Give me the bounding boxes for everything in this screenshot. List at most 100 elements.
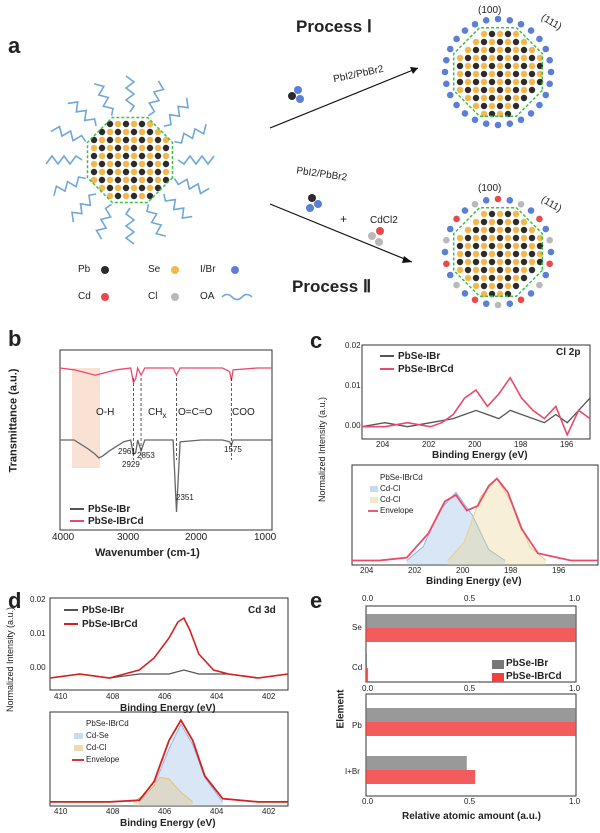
atom: [106, 176, 114, 184]
e-legend-swatch-2: [492, 673, 504, 682]
atom: [456, 70, 464, 78]
reagent-dot: [306, 204, 314, 212]
atom: [138, 176, 146, 184]
d-bot-xlabel: Binding Energy (eV): [120, 818, 216, 829]
atom: [130, 176, 138, 184]
atom: [472, 234, 480, 242]
atom: [528, 86, 536, 94]
atom: [98, 160, 106, 168]
atom: [90, 144, 98, 152]
atom: [98, 136, 106, 144]
reagent-dot: [288, 92, 296, 100]
atom: [130, 128, 138, 136]
atom: [504, 62, 512, 70]
legend-se: Se: [148, 264, 161, 275]
atom: [464, 266, 472, 274]
atom: [114, 176, 122, 184]
atom: [520, 258, 528, 266]
shell-atom: [494, 301, 502, 309]
atom: [512, 274, 520, 282]
e-cat-cd: Cd: [352, 663, 363, 672]
shell-atom: [471, 116, 479, 124]
atom: [512, 78, 520, 86]
shell-atom: [527, 27, 535, 34]
atom: [464, 54, 472, 62]
c-ytick-2: 0.00: [345, 421, 361, 430]
atom: [456, 250, 464, 258]
atom: [106, 144, 114, 152]
c-top-xtick-4: 196: [560, 440, 574, 449]
atom: [480, 86, 488, 94]
d-fit-cdcl: [133, 776, 194, 803]
atom: [504, 226, 512, 234]
atom: [512, 226, 520, 234]
atom: [496, 102, 504, 110]
atom: [496, 250, 504, 258]
atom: [464, 226, 472, 234]
atom: [456, 258, 464, 266]
atom: [488, 78, 496, 86]
atom: [122, 176, 130, 184]
atom: [504, 266, 512, 274]
shell-atom: [527, 207, 535, 214]
atom: [528, 250, 536, 258]
atom: [122, 152, 130, 160]
d-bot-xtick-2: 406: [158, 807, 172, 816]
atom: [130, 120, 138, 128]
shell-atom: [446, 271, 454, 279]
atom: [504, 234, 512, 242]
shell-atom: [471, 20, 479, 28]
atom: [488, 226, 496, 234]
atom: [146, 144, 154, 152]
c-fit-cdcl-1: [406, 491, 506, 561]
shell-atom: [446, 45, 454, 53]
b-legend-1: PbSe-IBr: [88, 504, 131, 515]
shell-atom: [494, 195, 502, 203]
atom: [488, 218, 496, 226]
shell-atom: [527, 110, 535, 117]
b-tick-2000: 2000: [185, 532, 208, 543]
atom: [520, 54, 528, 62]
legend-pb: Pb: [78, 264, 91, 275]
atom: [472, 226, 480, 234]
atom: [512, 62, 520, 70]
b-xlabel: Wavenumber (cm-1): [95, 547, 200, 559]
c-top-frame: [361, 344, 591, 440]
atom: [512, 70, 520, 78]
reagent-dot: [314, 200, 322, 208]
reagent-dot: [308, 194, 316, 202]
atom: [122, 128, 130, 136]
oa-ligand: [93, 83, 114, 116]
e-bar-cd-ibr: [366, 654, 367, 668]
atom: [488, 266, 496, 274]
atom: [480, 102, 488, 110]
d-fit-cdcl-fill: [133, 777, 193, 806]
atom: [464, 94, 472, 102]
atom: [480, 218, 488, 226]
b-peak-2929: 2929: [122, 460, 140, 469]
atom: [154, 144, 162, 152]
d-fit-legend-1: PbSe-IBrCd: [86, 719, 129, 728]
atom: [122, 160, 130, 168]
atom: [472, 218, 480, 226]
atom: [496, 274, 504, 282]
shell-atom: [506, 17, 514, 24]
d-fit-legend-2: Cd-Se: [86, 731, 109, 740]
atom: [162, 160, 170, 168]
atom: [154, 168, 162, 176]
atom: [472, 242, 480, 250]
atom: [106, 136, 114, 144]
oa-ligand: [45, 154, 83, 166]
atom: [456, 62, 464, 70]
atom: [488, 234, 496, 242]
e-bot-frame: [365, 693, 577, 797]
atom: [496, 46, 504, 54]
d-top-xtick-1: 408: [106, 692, 120, 701]
atom: [130, 184, 138, 192]
e-mid-xtick-2: 1.0: [569, 684, 581, 693]
c-title: Cl 2p: [556, 347, 581, 358]
atom: [138, 192, 146, 200]
c-top-xtick-2: 200: [468, 440, 482, 449]
